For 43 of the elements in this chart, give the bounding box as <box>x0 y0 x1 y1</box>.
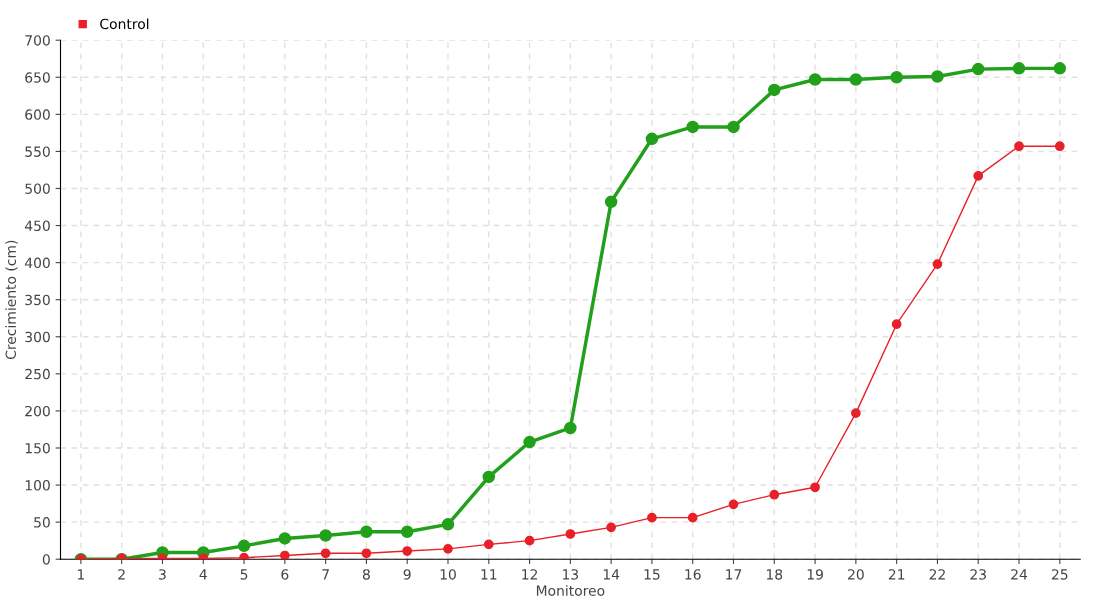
y-tick-label: 0 <box>42 554 50 565</box>
x-tick-label: 12 <box>522 569 538 580</box>
y-tick-label: 450 <box>24 220 50 232</box>
x-tick-label: 5 <box>240 569 248 580</box>
x-tick-label: 10 <box>440 569 456 580</box>
x-tick-label: 1 <box>78 569 85 580</box>
x-axis-title: Monitoreo <box>536 585 605 596</box>
x-tick-label: 16 <box>685 569 701 580</box>
x-tick-label: 9 <box>403 569 411 580</box>
x-tick-label: 2 <box>118 569 125 580</box>
x-tick-label: 25 <box>1051 569 1068 580</box>
y-tick-label: 600 <box>25 109 50 120</box>
x-tick-label: 20 <box>848 569 864 580</box>
y-axis-title: Crecimiento (cm) <box>5 240 18 360</box>
x-tick-label: 3 <box>159 569 166 580</box>
x-tick-label: 14 <box>603 569 620 580</box>
y-tick-label: 250 <box>25 368 50 380</box>
y-tick-label: 550 <box>25 146 50 157</box>
x-tick-label: 6 <box>281 569 289 580</box>
x-tick-label: 19 <box>807 569 823 580</box>
x-tick-label: 21 <box>888 569 905 580</box>
y-tick-label: 400 <box>24 257 50 269</box>
legend-label: Control <box>100 18 149 30</box>
x-tick-label: 7 <box>322 569 329 580</box>
x-tick-label: 4 <box>199 569 207 580</box>
x-tick-label: 23 <box>970 569 986 580</box>
x-tick-label: 17 <box>726 569 742 580</box>
x-tick-label: 24 <box>1011 569 1028 580</box>
x-tick-label: 13 <box>563 569 579 580</box>
y-tick-label: 650 <box>25 72 50 83</box>
x-tick-label: 22 <box>929 569 945 580</box>
y-tick-label: 150 <box>25 442 50 454</box>
y-tick-label: 300 <box>25 331 50 343</box>
y-tick-label: 500 <box>25 183 50 194</box>
y-tick-label: 350 <box>25 294 50 306</box>
y-tick-label: 700 <box>25 35 50 46</box>
x-tick-label: 18 <box>766 569 783 580</box>
x-tick-label: 8 <box>362 569 370 580</box>
y-tick-label: 100 <box>25 480 50 491</box>
y-tick-label: 50 <box>34 517 50 528</box>
x-tick-label: 11 <box>481 569 497 580</box>
y-tick-label: 200 <box>25 405 50 417</box>
x-tick-label: 15 <box>644 569 660 580</box>
